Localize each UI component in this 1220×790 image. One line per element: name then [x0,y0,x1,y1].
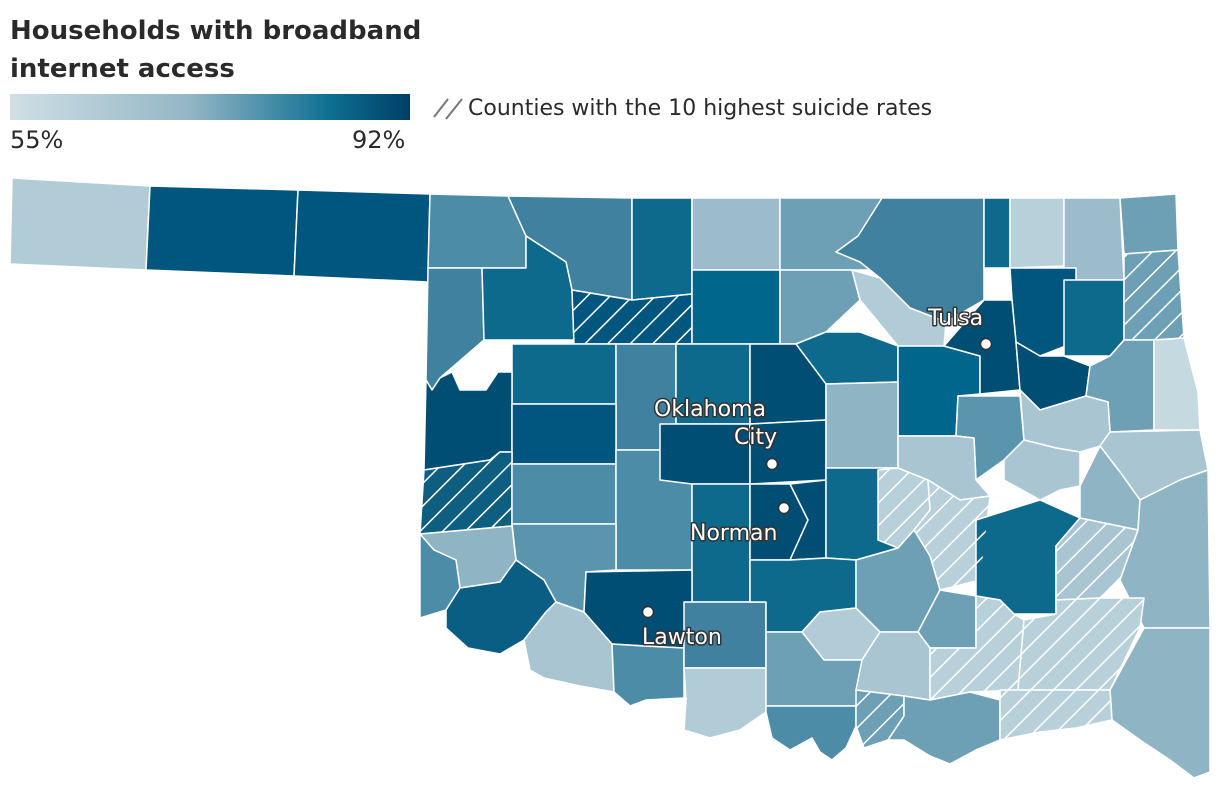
hatch-choctaw [1000,690,1112,740]
county-lincoln [825,381,899,469]
norman-label: Norman [690,521,777,546]
hatch-swatch-icon [433,98,463,120]
hatch-marshall [856,690,904,748]
legend-min-label: 55% [10,126,64,154]
legend-max-label: 92% [352,126,406,154]
norman-marker [777,501,791,515]
hatch-pushmataha [1018,598,1144,690]
hatch-major [572,290,692,344]
county-cotton [611,643,685,707]
hatch-ottawa [1124,250,1184,340]
county-custer [511,403,617,465]
oklahoma-city-marker [765,457,779,471]
county-le-flore [1119,469,1211,629]
county-alfalfa [631,197,693,301]
county-texas [145,185,299,277]
color-scale-bar [10,94,410,120]
county-ellis [425,267,485,391]
county-pawnee [851,269,947,347]
county-ottawa [1119,193,1179,255]
hatch-seminole [878,468,930,548]
county-jefferson [683,667,767,739]
county-love [765,705,857,761]
tulsa-label: Tulsa [927,306,983,331]
oklahoma-city-label-line1: Oklahoma [654,397,766,422]
county-woodward [481,235,575,341]
county-mayes [1063,279,1125,357]
oklahoma-county-map: Tulsa Oklahoma City Norman Lawton [9,177,1211,779]
county-beaver [293,189,431,283]
lawton-marker [641,605,655,619]
map-title: Households with broadband internet acces… [10,16,422,84]
hatch-atoka [930,596,1024,700]
hatch-beckham [420,452,512,534]
county-dewey [511,343,617,405]
county-bryan [887,691,1001,765]
county-garfield [691,269,781,345]
county-adair [1153,337,1201,431]
tulsa-marker [979,337,993,351]
hatch-latimer [1056,518,1138,600]
hatch-legend: Counties with the 10 highest suicide rat… [432,94,932,122]
city-markers: Tulsa Oklahoma City Norman Lawton [641,305,993,652]
hatch-legend-label: Counties with the 10 highest suicide rat… [468,95,933,121]
county-grant [691,197,781,271]
county-nowata [1009,197,1065,269]
hatch-hughes [914,480,990,590]
lawton-label: Lawton [642,625,722,650]
county-washington [983,197,1011,269]
oklahoma-city-label-line2: City [734,425,777,450]
county-washita [511,463,617,525]
county-cimarron [9,177,151,271]
